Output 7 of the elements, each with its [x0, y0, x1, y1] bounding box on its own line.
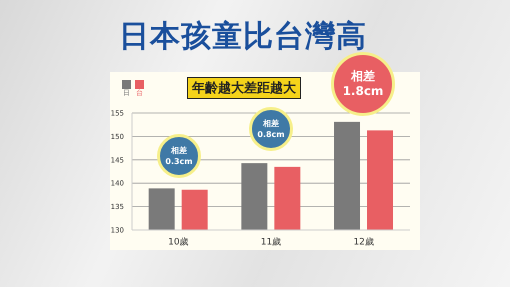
- callout-circle: 相差 1.8cm: [331, 52, 395, 116]
- x-tick-label: 12歲: [353, 236, 374, 248]
- annotation: 相差 0.3cm: [165, 145, 193, 167]
- x-tick-label: 10歲: [168, 236, 189, 248]
- chart-subtitle: 年齡越大差距越大: [187, 77, 301, 99]
- annotation: 相差 0.8cm: [257, 118, 285, 140]
- x-tick-label: 11歲: [260, 236, 282, 248]
